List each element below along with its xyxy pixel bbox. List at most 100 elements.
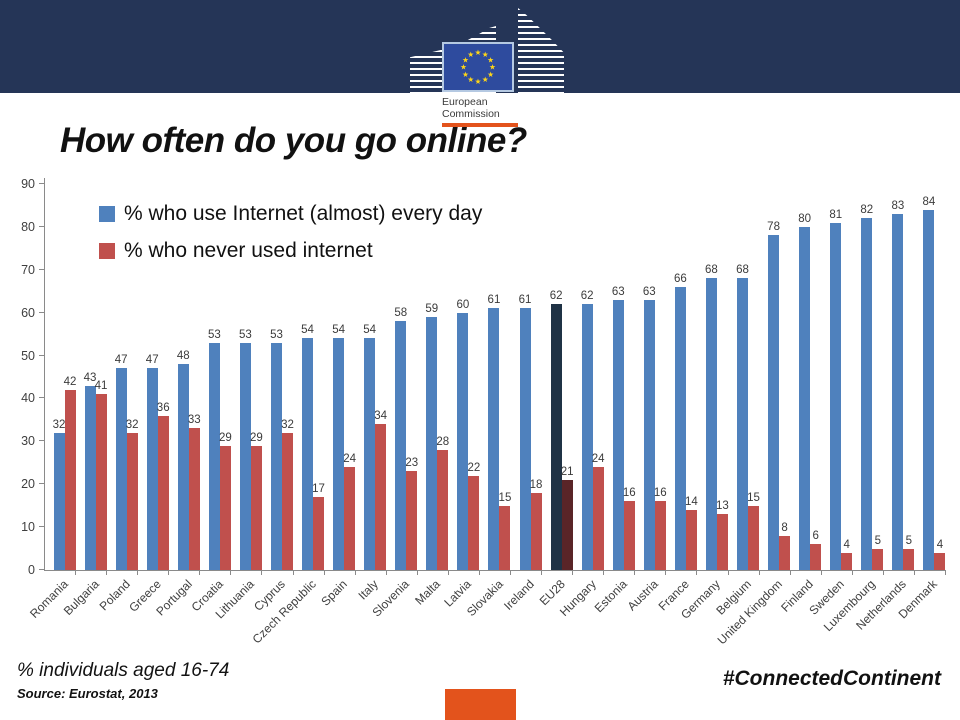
bar-group: 83 5 [884,178,915,570]
bar-value-label: 66 [673,272,687,285]
bar-never-used [872,548,884,570]
bar-every-day [426,316,438,570]
page-title: How often do you go online? [60,121,527,160]
y-axis-label: 30 [21,434,35,449]
bar-value-label: 60 [456,298,470,311]
x-axis-tick [696,570,698,575]
bar-value-label: 48 [176,350,190,363]
bar-every-day [270,342,282,570]
bar-never-used [654,501,666,570]
eu-star-icon: ★ [489,63,496,72]
bar-never-used [344,467,356,570]
bar-group: 80 6 [791,178,822,570]
y-axis-tick [39,354,45,356]
bar-every-day [84,385,96,570]
logo-underline [442,123,518,127]
bar-value-label: 63 [611,285,625,298]
bar-group: 62 21 [542,178,573,570]
bar-value-label: 29 [250,431,263,444]
bar-never-used [219,445,231,570]
bar-value-label: 32 [281,418,294,431]
y-axis-tick [39,183,45,184]
commission-building-graphic-right [518,8,564,94]
x-axis-tick [261,570,263,575]
x-axis-tick [882,570,884,575]
x-axis-tick [137,570,139,575]
bar-never-used [499,505,511,570]
logo-caption-line2: Commission [442,108,500,121]
y-axis-tick [39,225,45,227]
bar-value-label: 28 [436,435,450,448]
y-axis-tick [39,440,45,442]
bar-group: 43 41 [76,178,107,570]
bar-value-label: 82 [860,204,874,217]
x-axis-tick [323,570,325,575]
bar-value-label: 18 [529,478,543,491]
bar-value-label: 58 [394,307,408,320]
legend-swatch [99,243,115,259]
bar-group: 66 14 [666,178,698,570]
chart-note: % individuals aged 16-74 [17,660,230,681]
bar-value-label: 15 [498,491,512,504]
x-axis-tick [385,570,387,575]
y-axis-label: 40 [21,391,35,406]
bar-value-label: 43 [83,371,97,384]
bar-value-label: 15 [747,491,760,504]
bar-value-label: 13 [716,500,729,513]
x-axis-tick [945,570,946,575]
bar-never-used [685,509,697,570]
x-axis-tick [292,570,294,575]
bar-every-day [53,432,65,570]
bar-never-used [716,514,728,570]
bar-every-day [239,342,251,570]
legend-item: % who never used internet [99,239,482,263]
bar-group: 59 28 [418,178,449,570]
y-axis-label: 60 [21,305,35,320]
y-axis-tick [39,569,45,570]
legend-item: % who use Internet (almost) every day [99,202,482,226]
bar-value-label: 59 [425,302,439,315]
x-axis-tick [230,570,232,575]
bar-every-day [457,312,469,570]
bar-group: 48 33 [169,178,201,570]
bar-never-used [530,492,542,570]
x-axis-tick [603,570,605,575]
bar-never-used [281,432,293,570]
bar-value-label: 32 [52,418,66,431]
bar-group: 47 36 [138,178,170,570]
bar-value-label: 68 [736,264,749,277]
bar-value-label: 24 [591,453,605,466]
bar-value-label: 62 [549,290,563,303]
bar-never-used [126,432,138,570]
y-axis-label: 70 [21,262,35,277]
bar-group: 60 22 [449,178,480,570]
bar-value-label: 36 [156,401,170,414]
bar-every-day [799,226,811,570]
bar-group: 68 15 [729,178,760,570]
bar-never-used [903,548,915,570]
bar-value-label: 24 [343,453,356,466]
x-axis-tick [727,570,729,575]
bar-value-label: 8 [781,521,788,534]
bar-every-day [923,209,935,570]
bar-group: 32 42 [45,178,76,570]
legend-swatch [99,206,115,222]
bar-group: 54 34 [356,178,387,570]
bar-value-label: 17 [312,483,325,496]
bar-never-used [810,544,822,570]
bar-every-day [302,338,314,570]
bar-value-label: 47 [114,354,128,367]
bar-every-day [768,235,780,570]
bar-never-used [250,445,262,570]
bar-value-label: 5 [874,534,881,547]
bar-value-label: 53 [207,328,221,341]
y-axis-label: 10 [21,520,35,535]
bar-every-day [737,278,749,570]
bar-every-day [146,368,158,570]
eu-star-icon: ★ [462,70,469,79]
eu-star-icon: ★ [462,55,469,64]
bar-group: 62 24 [573,178,605,570]
x-axis-tick [851,570,853,575]
bar-never-used [748,505,760,570]
bar-group: 78 8 [760,178,791,570]
